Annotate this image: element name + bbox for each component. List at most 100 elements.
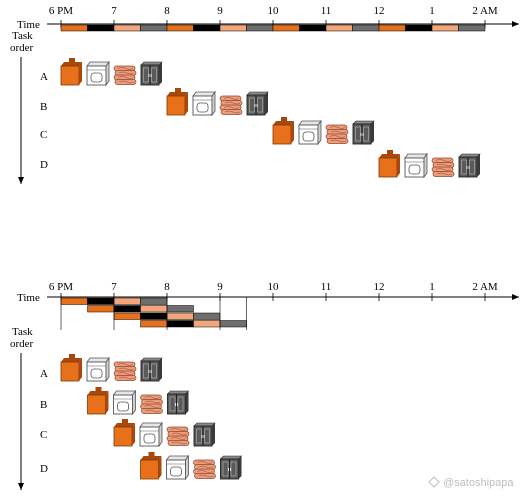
clothes-layer bbox=[141, 408, 163, 414]
dryer-side bbox=[158, 421, 163, 448]
washer-knob bbox=[387, 150, 393, 154]
clothes-layer bbox=[114, 79, 137, 85]
closet-right-panel bbox=[363, 126, 369, 142]
dryer-side bbox=[317, 119, 322, 146]
closet-top bbox=[166, 390, 190, 395]
pipeline-segment bbox=[193, 312, 221, 320]
closet-side bbox=[185, 391, 189, 414]
washer-knob bbox=[175, 88, 181, 92]
clothes-fold-line bbox=[144, 396, 160, 399]
dryer-side bbox=[423, 152, 428, 179]
timeline-segment bbox=[405, 24, 433, 32]
closet-side bbox=[265, 92, 268, 115]
timeline-segment bbox=[299, 24, 327, 32]
task-label-a: A bbox=[40, 368, 48, 380]
washer-knob bbox=[69, 354, 75, 358]
washer-body bbox=[87, 394, 106, 415]
clothes-fold-line bbox=[198, 465, 214, 469]
closet-left-panel bbox=[143, 363, 149, 379]
time-tick-label: 12 bbox=[374, 5, 385, 17]
washer-icon bbox=[378, 150, 400, 178]
dryer-door bbox=[170, 466, 182, 477]
washer-top bbox=[61, 62, 82, 66]
timeline-segment bbox=[352, 24, 380, 32]
closet-side bbox=[212, 423, 215, 446]
clothes-fold-line bbox=[224, 110, 241, 114]
task-order-label: order bbox=[10, 42, 34, 54]
clothes-layer bbox=[326, 138, 349, 144]
time-tick-label: 12 bbox=[374, 281, 385, 293]
task-label-d: D bbox=[40, 463, 48, 475]
clothes-fold-line bbox=[329, 126, 346, 129]
dryer-top bbox=[192, 91, 216, 97]
dryer-door bbox=[302, 131, 315, 142]
pipeline-segment bbox=[140, 320, 168, 328]
washer-body bbox=[166, 95, 186, 116]
task-label-c: C bbox=[40, 429, 47, 441]
timeline-segment bbox=[325, 24, 353, 32]
clothes-fold-line bbox=[117, 76, 134, 79]
dryer-side bbox=[105, 60, 110, 87]
clothes-fold-line bbox=[171, 432, 188, 436]
closet-left-panel bbox=[355, 126, 361, 142]
timeline-segment bbox=[60, 24, 88, 32]
timeline-segment bbox=[166, 24, 194, 32]
folded-clothes-icon bbox=[219, 95, 243, 115]
dryer-door bbox=[90, 368, 103, 379]
pipeline-segment bbox=[87, 297, 115, 305]
washer-top bbox=[114, 423, 135, 427]
clothes-layer bbox=[432, 171, 455, 177]
closet-left-panel bbox=[169, 396, 176, 412]
washer-body bbox=[60, 361, 80, 382]
washer-knob bbox=[148, 452, 155, 456]
closet-side bbox=[477, 154, 480, 177]
closet-right-panel bbox=[257, 97, 263, 113]
clothes-fold-line bbox=[329, 135, 346, 138]
timeline-segment bbox=[272, 24, 300, 32]
washer-icon bbox=[140, 452, 162, 480]
clothes-fold-line bbox=[117, 67, 134, 70]
time-tick-label: 6 PM bbox=[49, 281, 73, 293]
clothes-fold-line bbox=[223, 106, 240, 109]
laundry-task-icons bbox=[60, 58, 163, 87]
closet-left-panel bbox=[222, 461, 229, 477]
closet-icon bbox=[140, 357, 163, 382]
folded-clothes-icon bbox=[113, 361, 137, 381]
time-tick-label: 7 bbox=[111, 5, 117, 17]
pipeline-segment bbox=[87, 305, 115, 313]
closet-top bbox=[140, 357, 163, 362]
closet-left-panel bbox=[143, 67, 149, 83]
dryer-icon bbox=[165, 454, 190, 481]
washer-body bbox=[272, 124, 292, 145]
closet-right-panel bbox=[177, 396, 184, 412]
task-order-label: Task bbox=[12, 30, 33, 42]
folded-clothes-icon bbox=[431, 157, 455, 177]
dryer-side bbox=[132, 389, 136, 416]
washer-side bbox=[291, 121, 294, 144]
washer-body bbox=[140, 459, 159, 480]
clothes-fold-line bbox=[330, 139, 347, 143]
clothes-fold-line bbox=[145, 400, 161, 404]
washer-side bbox=[397, 154, 400, 177]
task-label-c: C bbox=[40, 129, 47, 141]
closet-icon bbox=[458, 153, 481, 178]
washer-top bbox=[87, 391, 109, 395]
time-axis-label: Time bbox=[17, 19, 40, 31]
timeline-segment bbox=[87, 24, 115, 32]
dryer-icon bbox=[404, 152, 428, 179]
clothes-fold-line bbox=[117, 372, 134, 375]
time-tick-label: 7 bbox=[111, 281, 117, 293]
clothes-fold-line bbox=[436, 172, 453, 176]
folded-clothes-icon bbox=[325, 124, 349, 144]
washer-icon bbox=[272, 117, 294, 145]
closet-right-panel bbox=[469, 159, 475, 175]
washer-icon bbox=[113, 419, 135, 447]
washer-icon bbox=[60, 354, 82, 382]
closet-right-panel bbox=[151, 363, 157, 379]
closet-icon bbox=[193, 422, 216, 447]
dryer-icon bbox=[86, 60, 110, 87]
closet-right-panel bbox=[204, 428, 210, 444]
washer-top bbox=[167, 92, 188, 96]
